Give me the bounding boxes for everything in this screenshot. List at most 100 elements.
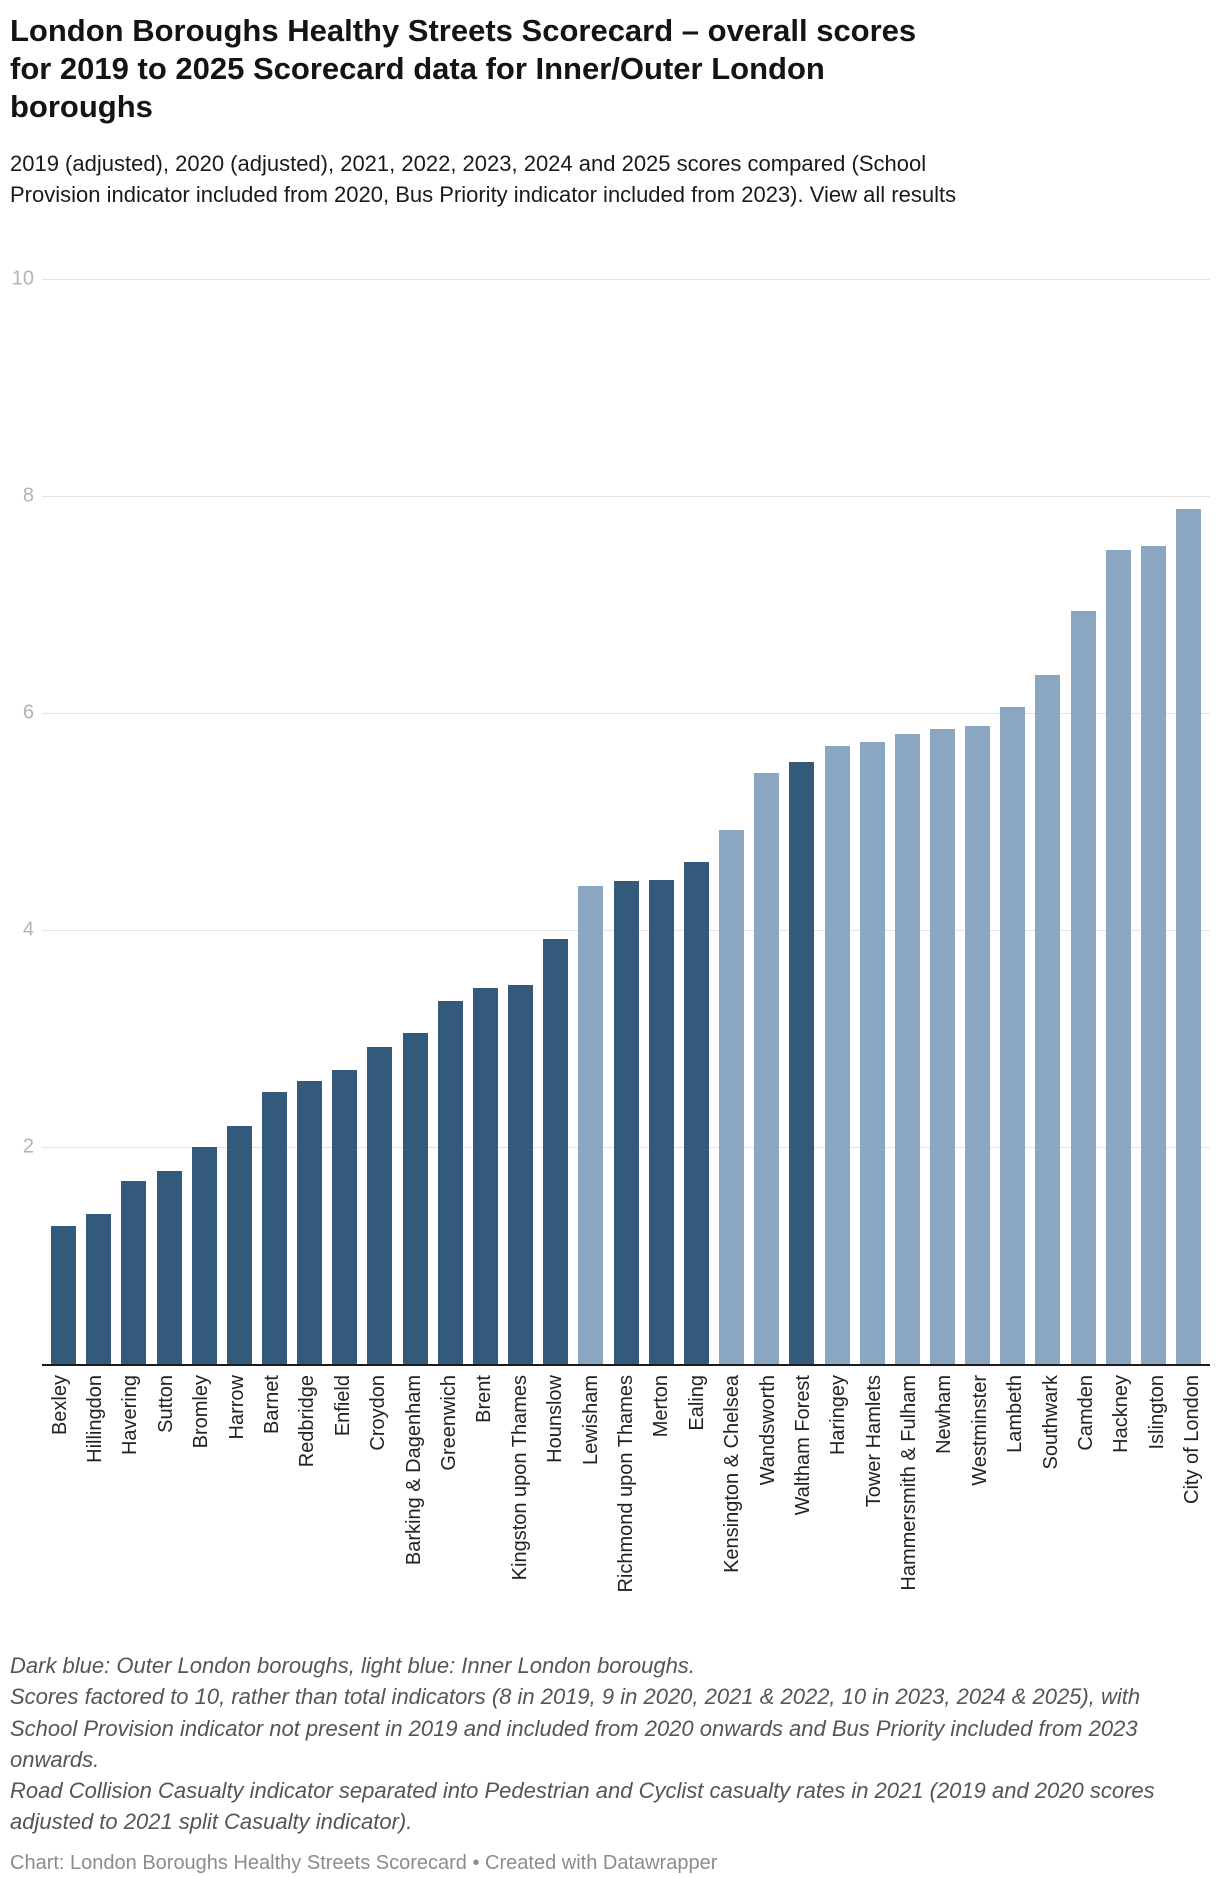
x-label-slot: Lambeth	[998, 1366, 1033, 1453]
bar-havering[interactable]	[121, 1180, 147, 1365]
x-label-slot: Hillingdon	[77, 1366, 112, 1463]
bar-lewisham[interactable]	[578, 885, 604, 1365]
x-axis-label: Lambeth	[1004, 1375, 1027, 1453]
bar-brent[interactable]	[472, 987, 498, 1365]
x-label-slot: Islington	[1139, 1366, 1174, 1450]
bar-slot	[573, 885, 608, 1365]
bar-greenwich[interactable]	[437, 1000, 463, 1365]
bar-redbridge[interactable]	[297, 1080, 323, 1365]
x-axis-label: Sutton	[154, 1375, 177, 1433]
bar-waltham-forest[interactable]	[789, 761, 815, 1365]
bar-wandsworth[interactable]	[754, 772, 780, 1365]
x-label-slot: Westminster	[962, 1366, 997, 1486]
x-axis-label: Hounslow	[544, 1375, 567, 1463]
bar-hounslow[interactable]	[543, 938, 569, 1365]
bar-ealing[interactable]	[683, 861, 709, 1365]
bar-camden[interactable]	[1070, 611, 1096, 1365]
x-label-slot: Enfield	[325, 1366, 360, 1436]
bar-merton[interactable]	[648, 880, 674, 1365]
x-label-slot: Hounslow	[537, 1366, 572, 1463]
bar-barking-dagenham[interactable]	[402, 1033, 428, 1365]
bar-slot	[714, 830, 749, 1365]
bar-slot	[1030, 675, 1065, 1365]
bar-slot	[362, 1047, 397, 1365]
x-axis-label: Tower Hamlets	[862, 1375, 885, 1508]
bar-slot	[784, 761, 819, 1365]
bar-slot	[292, 1080, 327, 1365]
bar-bromley[interactable]	[191, 1147, 217, 1365]
x-axis-label: Greenwich	[437, 1375, 460, 1471]
bar-richmond-upon-thames[interactable]	[613, 881, 639, 1365]
x-axis-label: Barking & Dagenham	[402, 1375, 425, 1566]
bar-hillingdon[interactable]	[86, 1214, 112, 1365]
y-tick-label-4: 4	[22, 918, 34, 941]
bar-kingston-upon-thames[interactable]	[508, 985, 534, 1365]
bar-slot	[819, 745, 854, 1365]
bar-slot	[433, 1000, 468, 1365]
x-axis-label: Newham	[933, 1375, 956, 1454]
bar-harrow[interactable]	[226, 1126, 252, 1365]
x-label-slot: Camden	[1068, 1366, 1103, 1451]
view-all-results-link[interactable]: View all results	[809, 182, 957, 208]
y-tick-label-8: 8	[22, 484, 34, 507]
bar-slot	[609, 881, 644, 1365]
x-label-slot: Barnet	[254, 1366, 289, 1434]
x-axis-label: Islington	[1145, 1375, 1168, 1450]
x-label-slot: Barking & Dagenham	[396, 1366, 431, 1565]
y-tick-label-6: 6	[22, 701, 34, 724]
bar-lambeth[interactable]	[1000, 706, 1026, 1365]
plot-area: 10 8 6 4 2	[12, 269, 1210, 1367]
bar-sutton[interactable]	[156, 1170, 182, 1365]
chart-title: London Boroughs Healthy Streets Scorecar…	[10, 13, 917, 124]
bar-croydon[interactable]	[367, 1047, 393, 1365]
bar-westminster[interactable]	[965, 726, 991, 1365]
x-axis-label: Harrow	[225, 1375, 248, 1440]
x-axis-label: Enfield	[331, 1375, 354, 1437]
x-label-slot: Havering	[113, 1366, 148, 1455]
gridline-6	[42, 713, 1210, 715]
y-tick-label-2: 2	[22, 1135, 34, 1158]
x-axis-label: City of London	[1181, 1375, 1204, 1505]
bar-slot	[116, 1180, 151, 1365]
bar-slot	[222, 1126, 257, 1365]
x-axis-label: Haringey	[827, 1375, 850, 1456]
bar-slot	[151, 1170, 186, 1365]
y-tick-label-10: 10	[11, 267, 34, 290]
x-axis-label: Redbridge	[296, 1375, 319, 1468]
x-axis-label: Bexley	[48, 1375, 71, 1436]
bar-slot	[503, 985, 538, 1365]
bar-city-of-london[interactable]	[1176, 509, 1202, 1365]
x-label-slot: Wandsworth	[750, 1366, 785, 1485]
x-label-slot: Greenwich	[431, 1366, 466, 1471]
bar-tower-hamlets[interactable]	[859, 742, 885, 1365]
bar-slot	[644, 880, 679, 1365]
bar-newham[interactable]	[929, 729, 955, 1365]
x-label-slot: Ealing	[679, 1366, 714, 1431]
bar-southwark[interactable]	[1035, 675, 1061, 1365]
x-label-slot: Croydon	[361, 1366, 396, 1451]
x-label-slot: Kensington & Chelsea	[714, 1366, 749, 1573]
bar-hammersmith-fulham[interactable]	[894, 733, 920, 1365]
x-label-slot: Lewisham	[573, 1366, 608, 1465]
bar-bexley[interactable]	[51, 1226, 77, 1365]
bar-kensington-chelsea[interactable]	[719, 830, 745, 1365]
bar-hackney[interactable]	[1105, 550, 1131, 1365]
x-axis-label: Barnet	[261, 1375, 284, 1434]
casualty-note: Road Collision Casualty indicator separa…	[10, 1777, 1155, 1835]
bar-haringey[interactable]	[824, 745, 850, 1365]
x-label-slot: Tower Hamlets	[856, 1366, 891, 1507]
bar-slot	[960, 726, 995, 1365]
x-label-slot: Southwark	[1033, 1366, 1068, 1470]
x-axis-label: Croydon	[367, 1375, 390, 1451]
subtitle-text: 2019 (adjusted), 2020 (adjusted), 2021, …	[10, 151, 927, 208]
chart-subtitle: 2019 (adjusted), 2020 (adjusted), 2021, …	[10, 149, 1015, 211]
x-label-slot: Harrow	[219, 1366, 254, 1439]
legend-note: Dark blue: Outer London boroughs, light …	[10, 1653, 695, 1679]
bar-slot	[855, 742, 890, 1365]
x-axis-label: Waltham Forest	[791, 1375, 814, 1516]
bar-enfield[interactable]	[332, 1070, 358, 1365]
x-axis-label: Brent	[473, 1375, 496, 1423]
bar-barnet[interactable]	[262, 1091, 288, 1365]
bar-islington[interactable]	[1140, 545, 1166, 1365]
